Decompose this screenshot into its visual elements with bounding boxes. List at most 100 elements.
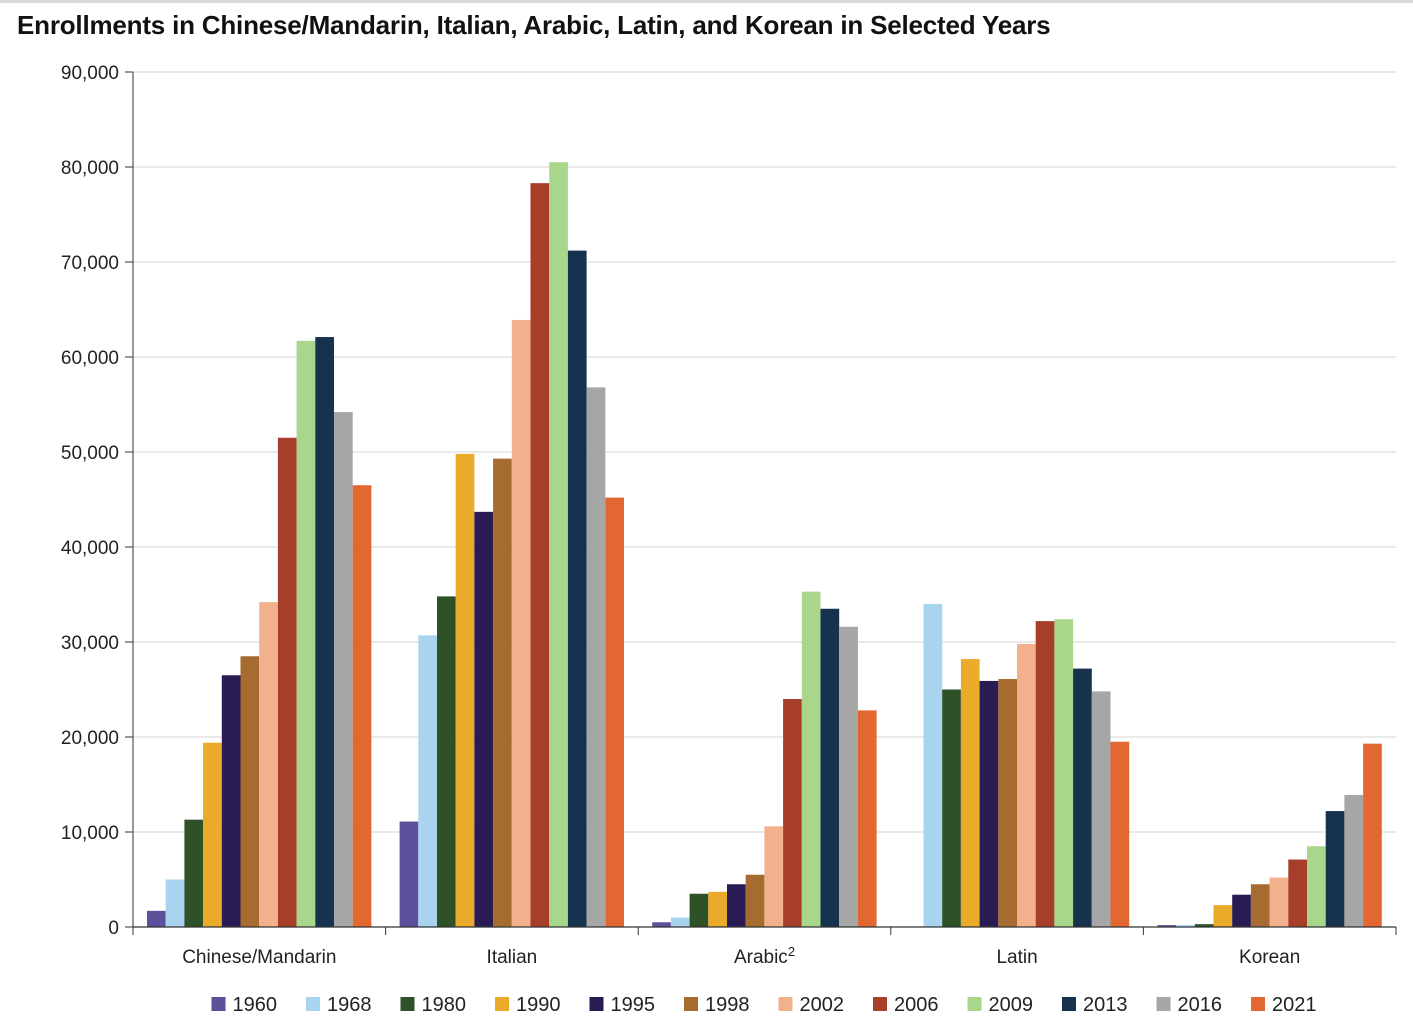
legend-item-2006: 2006: [873, 994, 939, 1016]
top-border: [0, 0, 1413, 3]
x-axis: Chinese/Mandarin Italian Arabic2 Latin Korea…: [132, 926, 1397, 968]
legend-item-1960: 1960: [211, 994, 278, 1016]
bar-2009-2: [801, 591, 821, 927]
y-tick-label: 70,000: [61, 253, 119, 274]
legend-swatch: [589, 997, 604, 1011]
bar-2013-4: [1325, 811, 1345, 927]
bar-2016-3: [1091, 691, 1111, 927]
legend-swatch: [211, 997, 226, 1011]
bar-1998-3: [998, 679, 1017, 927]
legend-label: 2002: [800, 994, 845, 1016]
bar-2013-3: [1073, 668, 1092, 927]
legend-swatch: [306, 997, 320, 1011]
legend-swatch: [967, 997, 982, 1011]
legend-swatch: [1251, 997, 1265, 1011]
bar-2013-0: [315, 337, 334, 927]
bar-1980-0: [184, 819, 204, 927]
bar-2016-4: [1344, 794, 1364, 927]
bar-1998-4: [1250, 884, 1270, 927]
legend-label: 1960: [233, 994, 278, 1016]
legend-item-2016: 2016: [1156, 994, 1223, 1016]
bar-2009-0: [296, 340, 316, 928]
y-tick-label: 0: [108, 918, 119, 939]
bar-2021-2: [857, 710, 877, 927]
legend-item-1990: 1990: [495, 994, 561, 1016]
legend-item-2009: 2009: [967, 994, 1034, 1016]
bar-2013-2: [820, 608, 840, 927]
y-tick-label: 20,000: [61, 728, 119, 749]
legend-label: 1990: [516, 994, 561, 1016]
bar-2021-0: [352, 485, 372, 927]
bar-1990-2: [708, 891, 727, 927]
legend-swatch: [684, 997, 698, 1011]
legend-label: 1998: [705, 994, 750, 1016]
legend-item-2002: 2002: [778, 994, 845, 1016]
bar-1998-1: [493, 458, 512, 927]
bar-2002-4: [1269, 877, 1289, 927]
legend-label: 1980: [422, 994, 467, 1016]
category-label: Latin: [996, 947, 1037, 968]
bar-2002-1: [511, 319, 531, 927]
bar-1995-4: [1232, 894, 1251, 927]
y-tick-label: 60,000: [61, 348, 119, 369]
bars: [147, 162, 1382, 928]
legend-swatch: [873, 997, 887, 1011]
bar-2009-1: [549, 162, 568, 927]
bar-1968-1: [418, 635, 437, 927]
bar-1995-2: [727, 884, 746, 927]
bar-2002-0: [259, 602, 278, 927]
legend-swatch: [1156, 997, 1171, 1011]
bar-1960-4: [1157, 925, 1177, 927]
bar-1980-2: [689, 893, 709, 927]
legend-swatch: [778, 997, 793, 1011]
bar-2013-1: [567, 250, 587, 928]
y-tick-label: 10,000: [61, 823, 119, 844]
bar-1998-0: [240, 656, 260, 927]
bar-1990-1: [455, 453, 475, 927]
bar-2006-2: [783, 699, 802, 927]
bar-2021-1: [605, 497, 624, 927]
legend-label: 1968: [327, 994, 372, 1016]
bar-1998-2: [745, 874, 765, 927]
legend-item-2021: 2021: [1251, 994, 1317, 1016]
bar-2006-4: [1288, 859, 1307, 927]
legend: 1960 1968 1980 1990 1995 1998 2002 2006 2009 2013…: [211, 994, 1317, 1016]
bar-1995-1: [474, 511, 494, 927]
legend-item-1998: 1998: [684, 994, 750, 1016]
category-label: Arabic2: [734, 944, 795, 968]
bar-2009-4: [1307, 846, 1326, 927]
bar-2016-0: [334, 412, 353, 928]
legend-label: 2016: [1178, 994, 1223, 1016]
bar-1968-4: [1176, 925, 1195, 927]
legend-item-1995: 1995: [589, 994, 655, 1016]
legend-swatch: [495, 997, 509, 1011]
y-tick-label: 90,000: [61, 63, 119, 84]
legend-item-1968: 1968: [306, 994, 372, 1016]
legend-label: 2021: [1272, 994, 1317, 1016]
bar-2006-1: [530, 183, 550, 927]
bar-2002-2: [764, 826, 784, 927]
legend-swatch: [400, 997, 415, 1011]
category-label: Korean: [1239, 947, 1300, 968]
bar-2006-3: [1035, 621, 1055, 927]
legend-label: 2013: [1083, 994, 1128, 1016]
bar-1990-3: [960, 659, 980, 927]
bar-2002-3: [1017, 643, 1036, 927]
bar-1968-0: [165, 879, 185, 927]
bar-2021-4: [1363, 743, 1382, 927]
bar-1960-2: [652, 922, 671, 927]
bar-2016-1: [586, 387, 606, 927]
y-axis: 0 10,000 20,000 30,000 40,000 50,000 60,000 70,…: [61, 63, 134, 939]
category-label: Italian: [487, 947, 538, 968]
bar-1960-1: [399, 821, 419, 927]
bar-1980-1: [437, 596, 456, 927]
bar-1980-4: [1194, 924, 1214, 927]
bar-1980-3: [942, 689, 961, 927]
legend-label: 2006: [894, 994, 939, 1016]
legend-label: 2009: [989, 994, 1034, 1016]
bar-2009-3: [1054, 619, 1074, 927]
chart-title: Enrollments in Chinese/Mandarin, Italian…: [17, 10, 1051, 40]
y-tick-label: 80,000: [61, 158, 119, 179]
bar-2016-2: [839, 626, 858, 927]
bar-1990-0: [203, 742, 222, 927]
